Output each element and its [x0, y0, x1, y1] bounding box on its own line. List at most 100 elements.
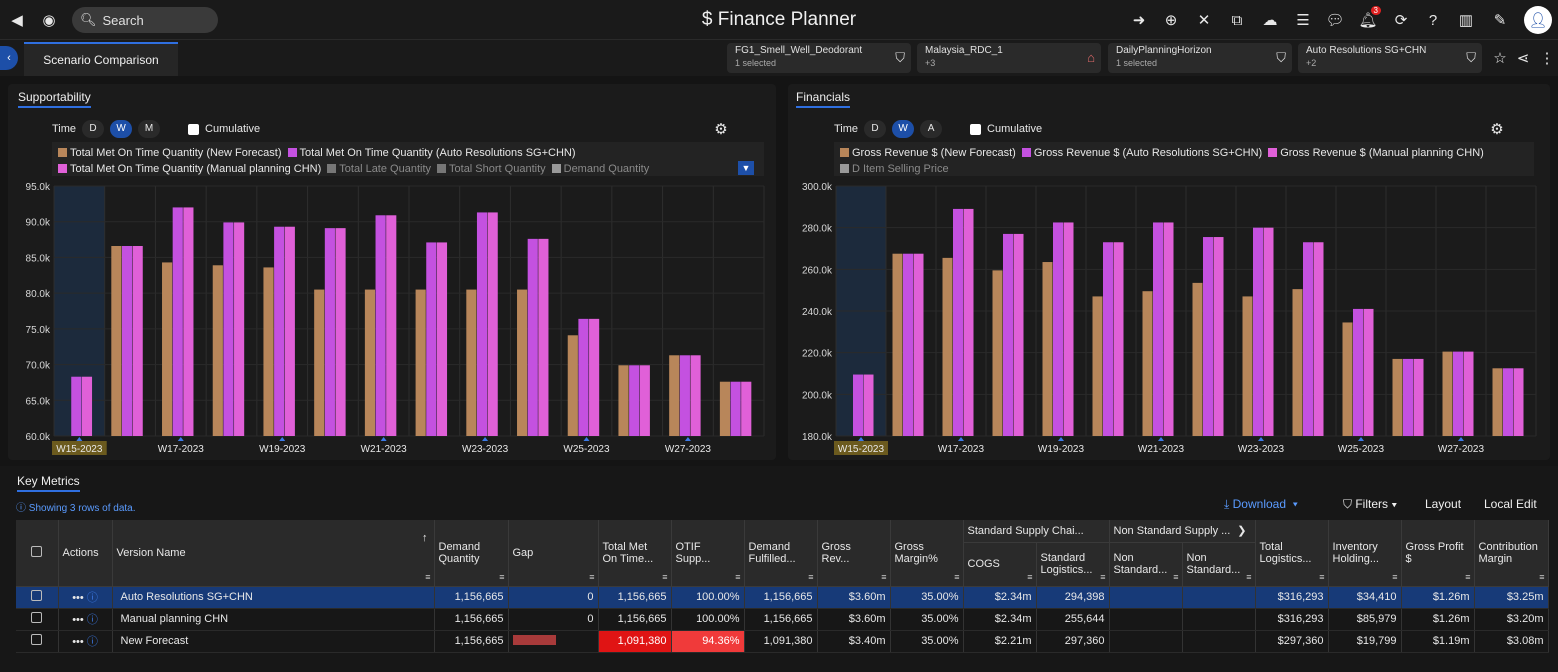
bar[interactable] — [375, 215, 386, 436]
bar[interactable] — [466, 289, 477, 436]
bar[interactable] — [212, 265, 223, 436]
bar[interactable] — [81, 376, 93, 436]
bar[interactable] — [284, 226, 295, 436]
column-filter-icon[interactable]: ≡ — [499, 571, 505, 582]
bar[interactable] — [314, 289, 325, 436]
bar[interactable] — [741, 381, 752, 436]
bar[interactable] — [121, 246, 133, 436]
col-total-met[interactable]: Total Met On Time... ≡ — [598, 520, 672, 587]
bar[interactable] — [436, 242, 448, 436]
info-icon[interactable]: ⓘ — [86, 614, 98, 626]
bar[interactable] — [1342, 322, 1353, 436]
bar[interactable] — [730, 381, 741, 436]
bar[interactable] — [1363, 308, 1374, 436]
back-icon[interactable]: ◀ — [11, 12, 23, 29]
bar[interactable] — [1213, 237, 1224, 436]
avatar[interactable]: 👤︎ — [1524, 6, 1552, 34]
column-filter-icon[interactable]: ≡ — [1173, 571, 1179, 582]
bar[interactable] — [263, 267, 274, 436]
columns-icon[interactable]: ▥ — [1458, 12, 1474, 29]
col-demand-quantity[interactable]: Demand Quantity ≡ — [434, 520, 509, 587]
bar[interactable] — [487, 212, 498, 436]
bar[interactable] — [426, 242, 437, 436]
tab-scenario-comparison[interactable]: Scenario Comparison — [24, 42, 178, 76]
bar[interactable] — [1403, 358, 1413, 436]
bar[interactable] — [183, 207, 194, 436]
filter-product[interactable]: FG1_Smell_Well_Deodorant 1 selected ⛉ — [727, 43, 911, 73]
column-filter-icon[interactable]: ≡ — [589, 571, 595, 582]
bar[interactable] — [538, 238, 549, 436]
chevron-down-icon[interactable]: ▼ — [738, 161, 754, 175]
list-icon[interactable]: ☰ — [1296, 12, 1310, 29]
row-checkbox[interactable] — [16, 630, 59, 653]
bar[interactable] — [1463, 351, 1474, 436]
bar[interactable] — [1042, 262, 1053, 436]
bar[interactable] — [1203, 237, 1213, 436]
bar[interactable] — [1513, 368, 1524, 436]
cumulative-checkbox[interactable] — [188, 123, 200, 135]
add-icon[interactable]: ⊕ — [1164, 12, 1178, 29]
table-row[interactable]: ••• ⓘ New Forecast 1,156,665 1,091,380 94.36… — [16, 630, 1549, 653]
bar[interactable] — [324, 228, 335, 436]
row-checkbox[interactable] — [16, 608, 59, 631]
filter-scenario[interactable]: Auto Resolutions SG+CHN +2 ⛉ — [1298, 43, 1482, 73]
time-option-w[interactable]: W — [110, 120, 133, 138]
bar[interactable] — [892, 253, 903, 436]
bar[interactable] — [1113, 242, 1124, 436]
bar[interactable] — [1163, 222, 1174, 436]
bar[interactable] — [669, 355, 680, 436]
row-checkbox[interactable] — [16, 586, 59, 609]
bar[interactable] — [527, 238, 538, 436]
share-icon[interactable]: ⋖ — [1516, 50, 1530, 67]
col-inventory-holding[interactable]: Inventory Holding... ≡ — [1328, 520, 1402, 587]
legend-item[interactable]: Total Late Quantity — [327, 161, 431, 177]
legend-item[interactable]: Total Met On Time Quantity (Manual plann… — [58, 161, 321, 177]
col-gross-profit[interactable]: Gross Profit $ ≡ — [1401, 520, 1475, 587]
time-option-m[interactable]: M — [138, 120, 161, 138]
help-icon[interactable]: ? — [1428, 11, 1438, 29]
legend-item[interactable]: D Item Selling Price — [840, 161, 949, 177]
column-filter-icon[interactable]: ≡ — [954, 571, 960, 582]
col-standard-logistics[interactable]: Standard Logistics... ≡ — [1036, 542, 1110, 587]
col-cogs[interactable]: COGS ≡ — [963, 542, 1037, 587]
bar[interactable] — [863, 374, 874, 436]
bar[interactable] — [578, 318, 589, 436]
bar[interactable] — [963, 208, 974, 436]
expand-icon[interactable]: ❯ — [1237, 525, 1247, 537]
bar[interactable] — [618, 365, 629, 436]
info-icon[interactable]: ⓘ — [86, 636, 98, 648]
column-filter-icon[interactable]: ≡ — [1246, 571, 1252, 582]
time-option-w[interactable]: W — [892, 120, 915, 138]
bar[interactable] — [719, 381, 731, 436]
bar[interactable] — [386, 215, 397, 436]
col-gap[interactable]: Gap ≡ — [508, 520, 599, 587]
edit-icon[interactable]: ✎ — [1493, 12, 1507, 29]
col-otif[interactable]: OTIF Supp... ≡ — [671, 520, 745, 587]
col-contribution-margin[interactable]: Contribution Margin ≡ — [1474, 520, 1549, 587]
bar[interactable] — [679, 355, 690, 436]
bar[interactable] — [853, 374, 863, 436]
bar[interactable] — [953, 208, 963, 436]
legend-item[interactable]: Total Short Quantity — [437, 161, 546, 177]
bar[interactable] — [690, 355, 701, 436]
column-filter-icon[interactable]: ≡ — [1027, 571, 1033, 582]
bar[interactable] — [1242, 296, 1253, 436]
bell-icon[interactable]: 🔔︎ 3 — [1357, 6, 1381, 31]
bar[interactable] — [517, 289, 528, 436]
share-box-icon[interactable]: ⧉ — [1231, 11, 1243, 29]
bar[interactable] — [1142, 291, 1153, 436]
legend-item[interactable]: Total Met On Time Quantity (New Forecast… — [58, 145, 282, 161]
more-icon[interactable]: ••• — [72, 614, 84, 626]
time-option-d[interactable]: D — [82, 120, 105, 138]
legend-item[interactable]: Gross Revenue $ (New Forecast) — [840, 145, 1016, 161]
bar[interactable] — [1063, 222, 1074, 436]
bar[interactable] — [1092, 296, 1103, 436]
col-non-standard-1[interactable]: Non Standard... ≡ — [1109, 542, 1183, 587]
col-gross-margin[interactable]: Gross Margin% ≡ — [890, 520, 964, 587]
star-icon[interactable]: ☆ — [1493, 50, 1507, 67]
column-filter-icon[interactable]: ≡ — [1392, 571, 1398, 582]
sort-arrow-icon[interactable]: ↑ — [422, 532, 428, 544]
table-row[interactable]: ••• ⓘ Manual planning CHN 1,156,665 0 1,156,… — [16, 608, 1549, 631]
column-filter-icon[interactable]: ≡ — [1465, 571, 1471, 582]
layout-button[interactable]: Layout — [1425, 497, 1462, 511]
